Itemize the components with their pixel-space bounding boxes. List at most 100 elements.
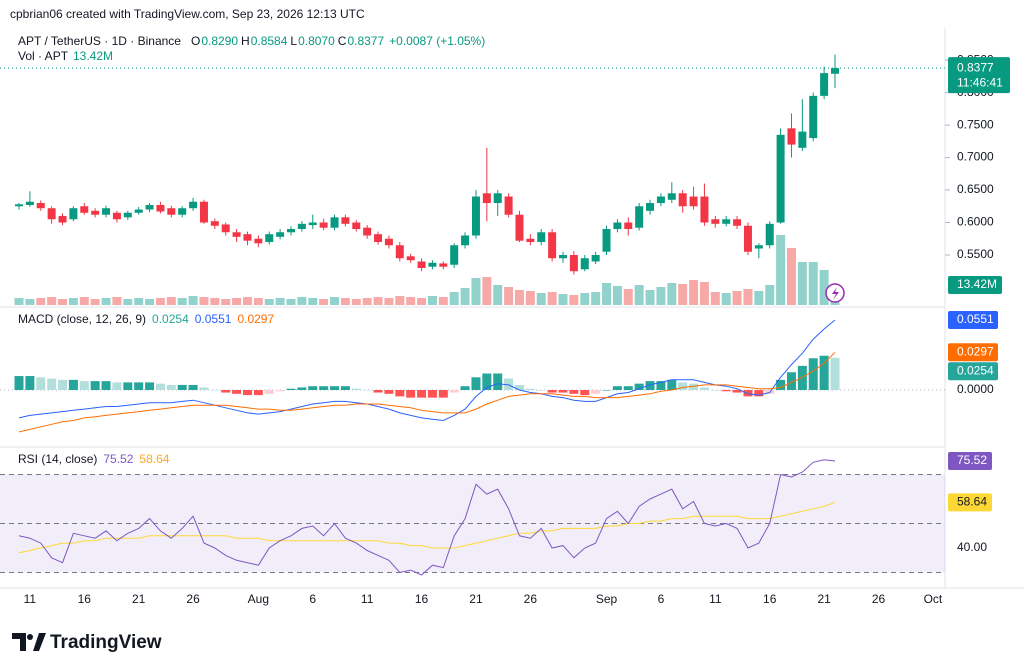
- macd-histogram-bar: [210, 390, 220, 391]
- candle-body: [199, 201, 208, 223]
- price-change: +0.0087 (+1.05%): [389, 34, 485, 48]
- candle-body: [733, 219, 742, 226]
- ohlc-label: L: [290, 34, 297, 48]
- volume-bar: [242, 297, 252, 305]
- macd-histogram-bar: [14, 376, 24, 391]
- volume-bar: [79, 297, 89, 305]
- macd-histogram-bar: [612, 386, 622, 391]
- volume-bar: [36, 298, 46, 305]
- volume-bar: [449, 292, 459, 305]
- candle-body: [482, 193, 491, 204]
- candle-body: [591, 254, 600, 262]
- macd-histogram-bar: [286, 388, 296, 391]
- candle-body: [776, 134, 785, 223]
- macd-histogram-bar: [536, 390, 546, 391]
- macd-histogram-bar: [558, 390, 568, 393]
- ohlc-value: 0.8584: [251, 34, 288, 48]
- candle-body: [232, 232, 241, 237]
- macd-histogram-bar: [754, 390, 764, 397]
- macd-histogram-bar: [417, 390, 427, 398]
- macd-histogram-bar: [319, 386, 329, 391]
- volume-legend: Vol · APT: [18, 49, 69, 63]
- candle-body: [820, 73, 829, 96]
- macd-histogram-bar: [797, 365, 807, 391]
- volume-bar: [602, 283, 612, 305]
- macd-histogram-bar: [395, 390, 405, 397]
- rsi-line: [18, 459, 836, 576]
- volume-legend-value: 13.42M: [73, 49, 113, 63]
- volume-bar: [90, 299, 100, 305]
- candle-body: [471, 196, 480, 236]
- candle-body: [689, 196, 698, 207]
- volume-bar: [786, 248, 796, 305]
- x-tick-label: 11: [24, 592, 37, 606]
- volume-bar: [612, 286, 622, 305]
- macd-histogram-bar: [68, 379, 78, 391]
- macd-histogram-bar: [155, 383, 165, 391]
- macd-histogram-bar: [384, 390, 394, 394]
- macd-histogram-bar: [482, 373, 492, 391]
- candle-body: [580, 258, 589, 270]
- macd-histogram-bar: [177, 384, 187, 391]
- x-tick-label: Oct: [924, 592, 943, 606]
- volume-bar: [286, 299, 296, 305]
- y-tick-label: 0.7500: [957, 117, 994, 131]
- volume-bar: [145, 299, 155, 305]
- macd-histogram-bar: [602, 390, 612, 391]
- candle-body: [569, 254, 578, 272]
- volume-bar: [765, 285, 775, 305]
- volume-bar: [319, 299, 329, 305]
- logo-text: TradingView: [50, 632, 162, 653]
- symbol-title: APT / TetherUS · 1D · Binance: [18, 34, 181, 48]
- macd-line: [18, 319, 836, 422]
- ohlc-label: O: [191, 34, 200, 48]
- candle-body: [308, 222, 317, 226]
- volume-bar: [155, 298, 165, 305]
- volume-bar: [427, 296, 437, 305]
- x-tick-label: 21: [817, 592, 831, 606]
- candle-body: [178, 208, 187, 215]
- candle-body: [134, 209, 143, 213]
- macd-histogram-bar: [743, 390, 753, 397]
- volume-badge-label: 13.42M: [957, 277, 997, 291]
- macd-histogram-bar: [188, 384, 198, 391]
- candle-body: [667, 193, 676, 200]
- macd-histogram-bar: [221, 390, 231, 393]
- candle-body: [515, 214, 524, 241]
- macd-histogram-bar: [373, 390, 383, 393]
- ohlc-label: C: [338, 34, 347, 48]
- candle-body: [221, 224, 230, 233]
- macd-histogram-bar: [253, 390, 263, 396]
- y-tick-label: 0.5500: [957, 247, 994, 261]
- macd-histogram-bar: [308, 386, 318, 391]
- volume-bar: [406, 297, 416, 305]
- candle-body: [602, 229, 611, 252]
- volume-bar: [689, 280, 699, 305]
- volume-bar: [101, 298, 111, 305]
- volume-bar: [221, 299, 231, 305]
- candle-body: [722, 219, 731, 224]
- macd-histogram-bar: [645, 381, 655, 391]
- candle-body: [352, 222, 361, 230]
- volume-bar: [25, 299, 35, 305]
- macd-histogram-bar: [732, 390, 742, 393]
- macd-histogram-bar: [710, 390, 720, 391]
- candle-body: [123, 212, 132, 218]
- rsi-badge-label: 58.64: [957, 495, 987, 509]
- macd-histogram-bar: [427, 390, 437, 398]
- x-tick-label: 26: [872, 592, 886, 606]
- candle-body: [417, 261, 426, 268]
- candle-body: [36, 203, 45, 209]
- volume-bar: [58, 299, 68, 305]
- volume-bar: [340, 298, 350, 305]
- volume-bar: [721, 293, 731, 305]
- candle-body: [254, 238, 263, 244]
- candle-body: [711, 219, 720, 224]
- macd-histogram-bar: [689, 383, 699, 391]
- candle-body: [47, 208, 56, 220]
- candle-body: [80, 206, 89, 213]
- volume-bar: [362, 298, 372, 305]
- candle-body: [461, 235, 470, 246]
- volume-bar: [776, 235, 786, 305]
- rsi-badge-label: 75.52: [957, 453, 987, 467]
